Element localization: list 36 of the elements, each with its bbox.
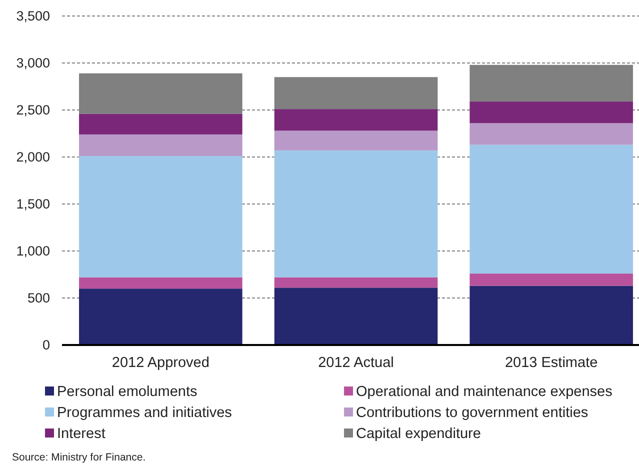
y-tick-label: 3,500 — [16, 8, 50, 24]
y-tick-label: 3,000 — [16, 56, 50, 71]
legend-label: Operational and maintenance expenses — [356, 384, 612, 400]
bar — [79, 277, 242, 289]
legend-label: Capital expenditure — [356, 426, 481, 442]
bar — [274, 109, 438, 131]
bar — [79, 134, 242, 156]
bar — [274, 288, 438, 345]
bar — [470, 102, 633, 124]
bar — [470, 64, 633, 102]
bar — [79, 73, 242, 114]
y-tick-label: 1,500 — [16, 196, 50, 212]
bar — [79, 288, 242, 345]
bar — [274, 130, 438, 150]
y-tick-label: 1,000 — [16, 244, 50, 259]
x-tick-label: 2012 Actual — [318, 355, 394, 371]
bar — [470, 144, 633, 274]
bar — [470, 286, 633, 345]
y-tick-label: 500 — [27, 290, 50, 306]
legend-label: Contributions to government entities — [356, 405, 588, 422]
y-tick-label: 2,500 — [16, 102, 50, 118]
legend-label: Programmes and initiatives — [57, 405, 232, 422]
y-tick-label: 0 — [42, 338, 50, 353]
bar — [274, 277, 438, 288]
y-tick-label: 2,000 — [16, 150, 50, 165]
bar — [274, 77, 438, 110]
bar — [274, 150, 438, 278]
legend-label: Personal emoluments — [57, 384, 198, 400]
source-note: Source: Ministry for Finance. — [12, 452, 146, 464]
x-tick-label: 2012 Approved — [112, 355, 210, 371]
x-tick-label: 2013 Estimate — [504, 355, 598, 371]
legend-label: Interest — [57, 426, 106, 442]
bar — [79, 156, 242, 278]
bar — [470, 274, 633, 286]
bar — [79, 114, 242, 134]
bar — [470, 123, 633, 145]
